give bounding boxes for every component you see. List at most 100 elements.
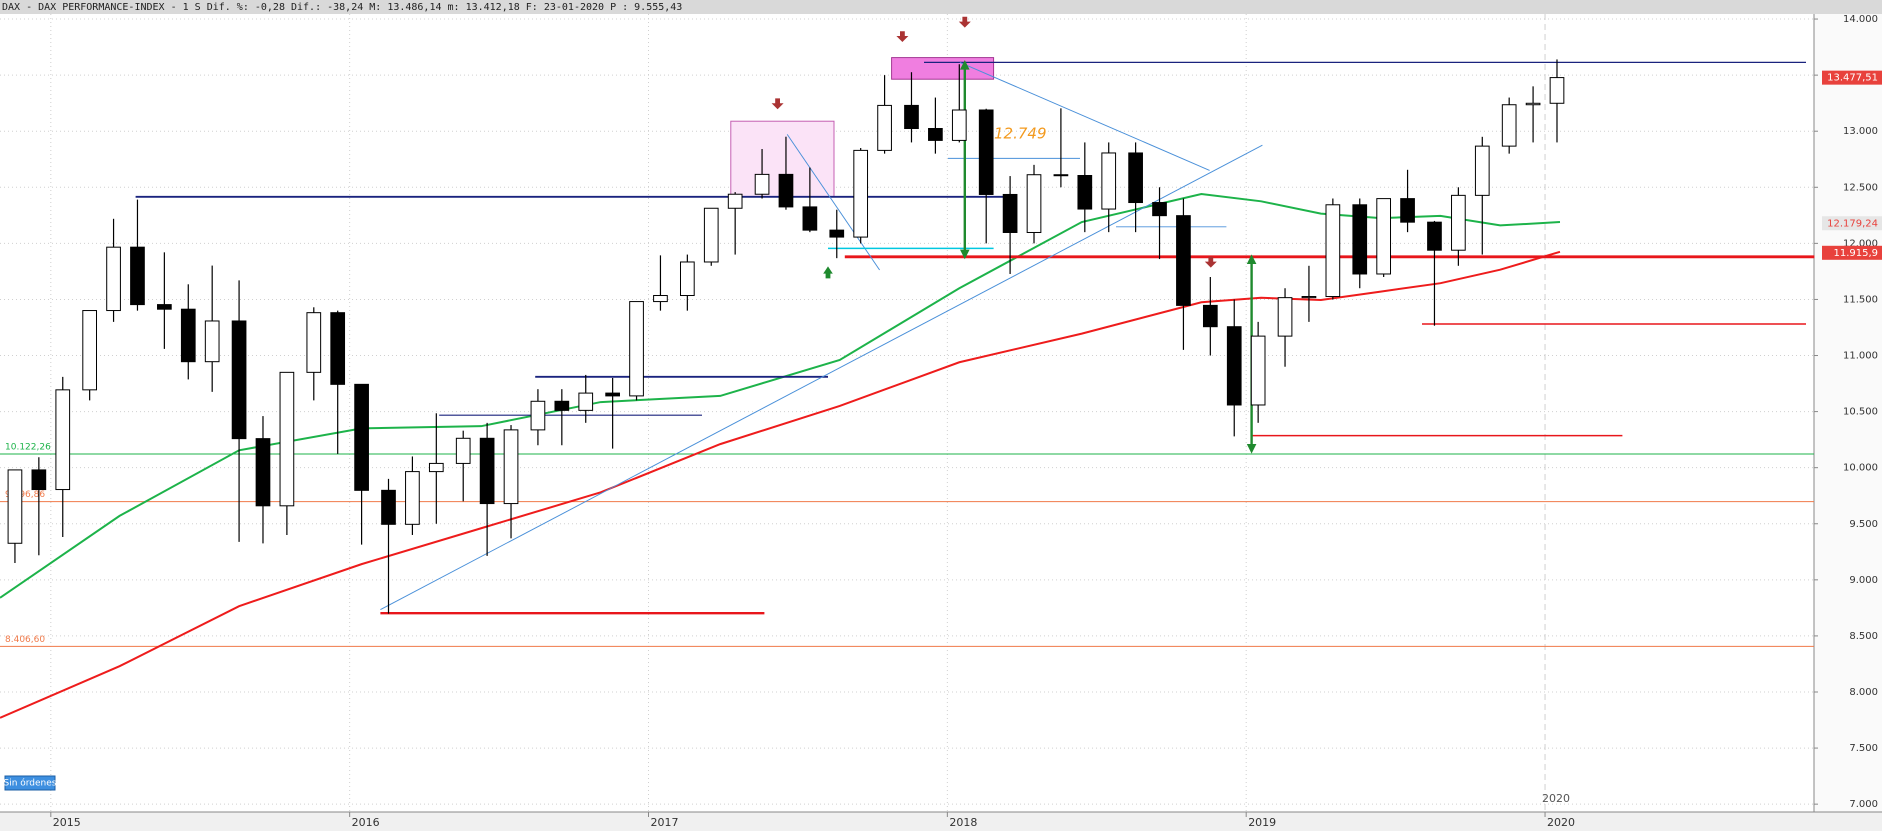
candle-body	[157, 304, 172, 310]
candle-body	[1250, 335, 1266, 406]
candle-body	[1202, 304, 1218, 328]
down-arrow	[896, 31, 909, 42]
x-tick-label: 2017	[650, 816, 678, 829]
status-button-label[interactable]: Sin órdenes	[3, 778, 56, 789]
candle-body	[204, 320, 220, 363]
y-tick-label: 8.000	[1849, 687, 1878, 698]
candle-body	[1026, 174, 1042, 233]
candle-body	[1451, 194, 1466, 251]
marks-layer: 13.477,51 12.179,24 11.915,9	[7, 59, 1882, 614]
candle-body	[578, 392, 594, 411]
y-tick-label: 8.500	[1849, 631, 1878, 642]
y-tick-label: 14.000	[1843, 14, 1878, 25]
price-tag-label: 13.477,51	[1827, 73, 1878, 84]
y-tick-label: 9.000	[1849, 575, 1878, 586]
candle-body	[978, 109, 994, 195]
candle-body	[703, 207, 719, 263]
candle-body	[479, 437, 495, 505]
candle-body	[1474, 145, 1490, 196]
grid-layer: 7.000 7.500 8.000 8.500 9.000 9.500 10.000 10.5…	[0, 14, 1878, 829]
chart-title: DAX - DAX PERFORMANCE-INDEX - 1 S Dif. %…	[2, 2, 682, 13]
candle-body	[1128, 152, 1143, 204]
y-tick-label: 10.500	[1843, 407, 1878, 418]
x-tick-label: 2015	[53, 816, 81, 829]
y-tick-label: 10.000	[1843, 463, 1878, 474]
y-tick-label: 11.000	[1843, 351, 1878, 362]
candle-body	[1525, 102, 1541, 106]
candle-body	[1376, 198, 1392, 275]
candle-body	[1176, 215, 1191, 306]
header-bar	[0, 0, 1882, 14]
x-tick-label: 2016	[352, 816, 380, 829]
y-tick-label: 7.000	[1849, 799, 1878, 810]
down-arrow	[958, 16, 971, 28]
arrow-head	[960, 60, 970, 70]
candle-body	[31, 469, 47, 491]
annotation: 12.749	[994, 125, 1047, 143]
arrow-head	[1246, 444, 1257, 454]
candle-body	[1501, 104, 1517, 147]
candle-body	[554, 400, 570, 411]
x-axis-strip	[0, 812, 1882, 831]
x-tick-label: 2019	[1248, 816, 1276, 829]
price-level-label: 8.406,60	[5, 635, 45, 645]
candle-body	[279, 371, 295, 507]
price-tag	[1822, 216, 1882, 231]
candle-body	[455, 437, 471, 464]
candle-body	[330, 312, 346, 385]
candle-body	[231, 320, 247, 440]
candle-body	[629, 301, 644, 397]
zone	[891, 57, 995, 80]
arrow-head	[1246, 254, 1257, 264]
candle-body	[1400, 198, 1415, 223]
candle-body	[1053, 174, 1069, 177]
candle-body	[1352, 204, 1368, 275]
moving-average	[0, 250, 1561, 719]
y-axis-strip	[1814, 14, 1882, 812]
candle-body	[853, 149, 869, 238]
candle-body	[727, 193, 743, 209]
candle-body	[951, 109, 967, 141]
candle-body	[1002, 193, 1018, 233]
x-tick-label: 2018	[949, 816, 977, 829]
candle-body	[503, 429, 519, 505]
candle-body	[354, 383, 369, 491]
candle-body	[1549, 77, 1565, 104]
y-tick-label: 7.500	[1849, 743, 1878, 754]
candle-body	[530, 400, 546, 431]
candle-body	[82, 310, 98, 391]
y-tick-label: 12.000	[1843, 238, 1878, 249]
price-level-label: 10.122,26	[5, 442, 51, 452]
arrow-head	[960, 249, 970, 260]
price-tag-label: 11.915,9	[1833, 248, 1878, 259]
price-tag	[1822, 245, 1882, 260]
y-tick-label: 9.500	[1849, 519, 1878, 530]
candle-body	[1152, 202, 1167, 217]
y-tick-label: 12.500	[1843, 182, 1878, 193]
candle-body	[381, 489, 396, 525]
candle-body	[653, 295, 668, 303]
candle-body	[1226, 326, 1242, 406]
candle-body	[1277, 297, 1293, 337]
candle-body	[55, 389, 71, 491]
up-arrow	[823, 266, 833, 279]
candle-body	[306, 312, 322, 373]
price-tag	[1822, 70, 1882, 85]
candle-body	[928, 128, 943, 141]
candle-body	[754, 173, 770, 195]
price-tag-label: 12.179,24	[1827, 218, 1878, 229]
trend-line	[786, 134, 880, 271]
status-button[interactable]	[4, 775, 56, 791]
candle-body	[802, 206, 818, 231]
candle-body	[130, 246, 145, 306]
x-tick-label: 2020	[1547, 816, 1575, 829]
candle-body	[829, 229, 845, 238]
down-arrow	[1204, 256, 1217, 268]
candle-body	[605, 392, 620, 397]
price-level-label: 9.696,86	[5, 490, 45, 500]
candle-body	[877, 104, 892, 151]
candle-body	[180, 308, 196, 363]
trend-line	[959, 61, 1210, 171]
